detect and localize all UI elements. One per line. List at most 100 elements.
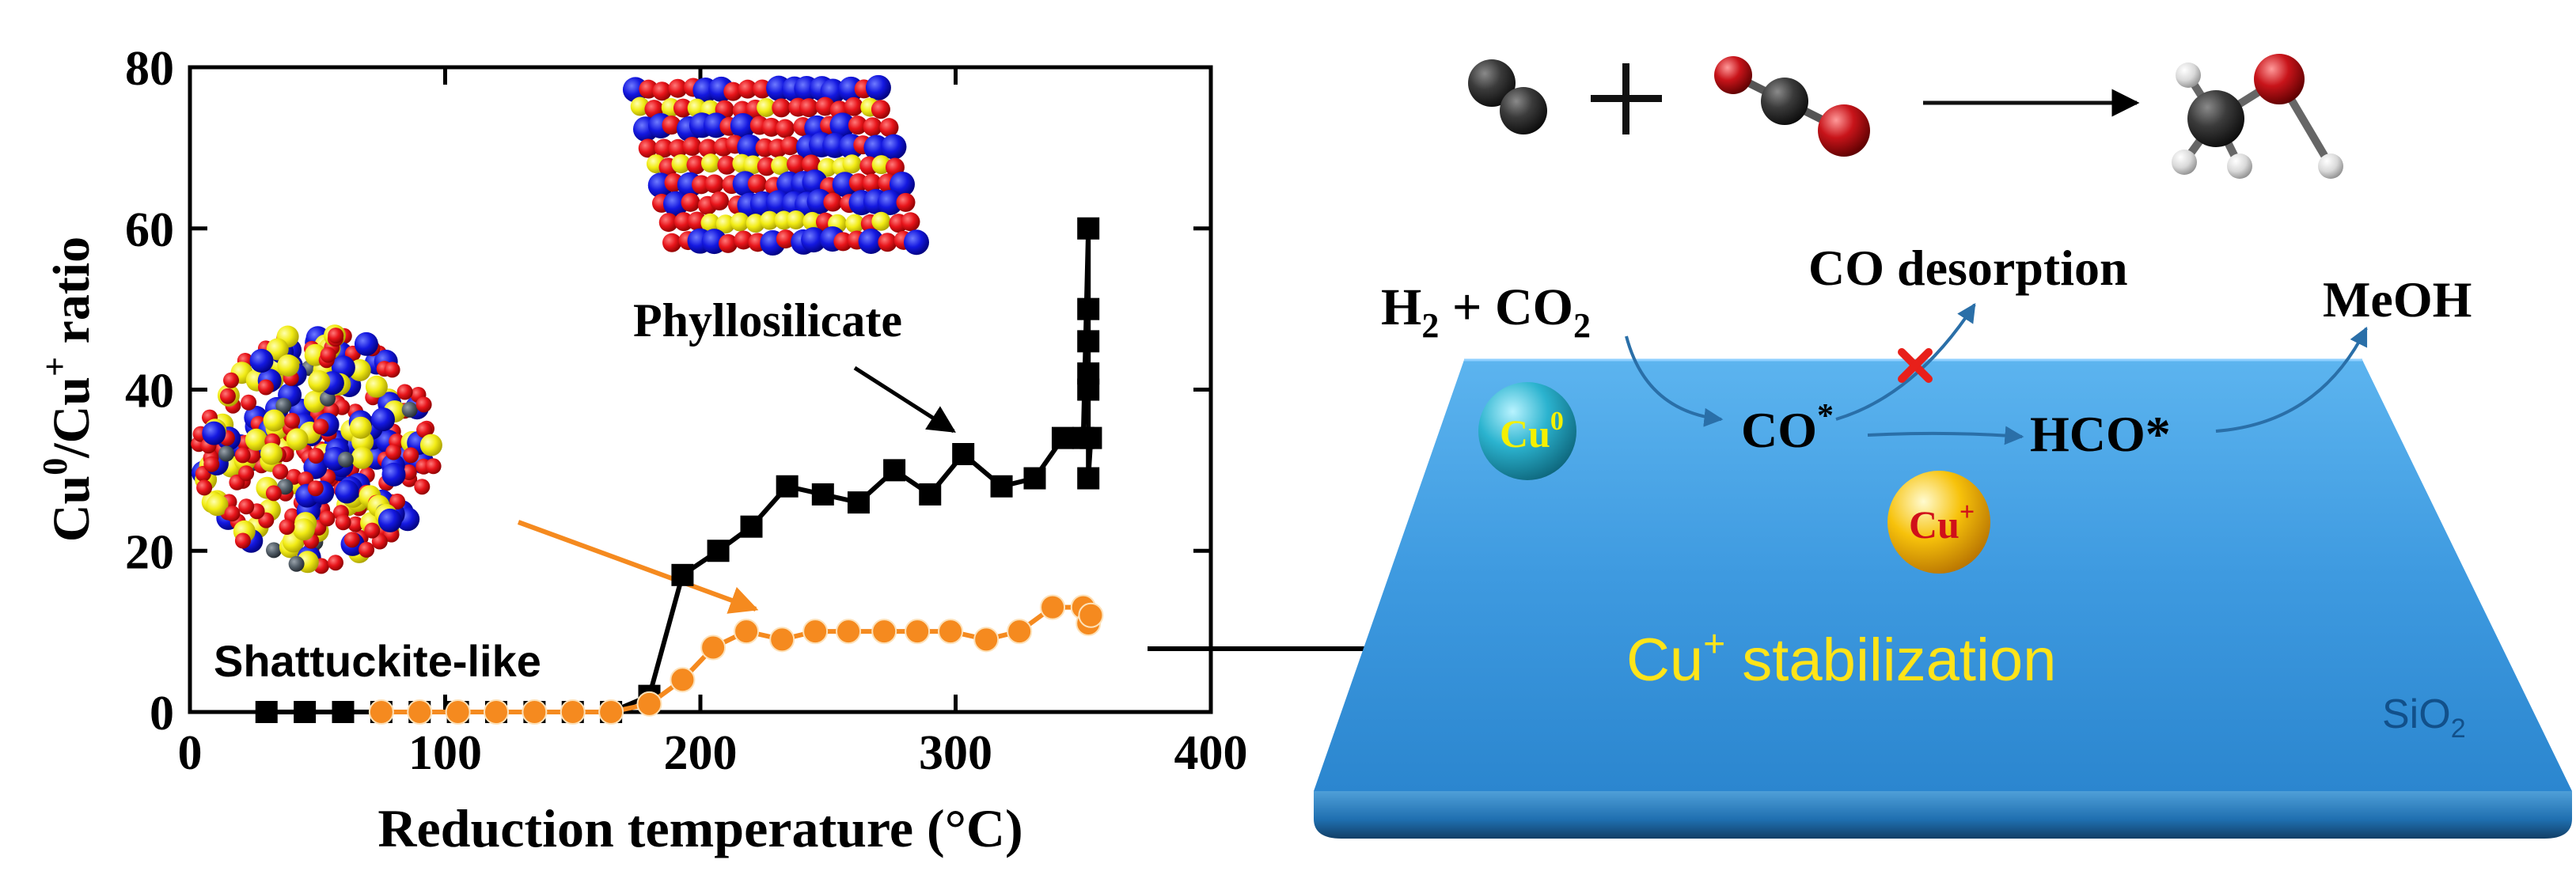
data-point bbox=[905, 619, 931, 645]
atom bbox=[349, 416, 372, 439]
atom bbox=[730, 112, 756, 138]
y-axis-ticks: 0 20 40 60 80 bbox=[125, 42, 1211, 740]
cuplus-text: Cu bbox=[1909, 502, 1960, 547]
atom bbox=[801, 154, 821, 174]
reaction-scheme: H2 + CO2 CO desorption MeOH CO* HCO* Cu0… bbox=[1314, 54, 2572, 839]
data-point bbox=[836, 619, 862, 645]
atom bbox=[879, 118, 899, 138]
atom bbox=[313, 418, 329, 435]
atom bbox=[842, 154, 862, 174]
atom bbox=[799, 98, 819, 118]
data-point bbox=[671, 563, 694, 586]
atom bbox=[630, 97, 650, 116]
atom bbox=[823, 192, 843, 212]
atom bbox=[224, 506, 241, 522]
atom bbox=[674, 212, 694, 232]
atom bbox=[245, 428, 267, 451]
data-point bbox=[1023, 467, 1046, 490]
data-point bbox=[1007, 619, 1033, 645]
atom bbox=[335, 479, 359, 504]
atom bbox=[786, 210, 806, 230]
atom bbox=[686, 155, 706, 175]
atom bbox=[347, 516, 364, 532]
atom bbox=[738, 79, 757, 99]
atom bbox=[385, 444, 402, 460]
series-layer bbox=[255, 217, 1104, 725]
svg-text:Cu0: Cu0 bbox=[1500, 407, 1564, 456]
atom bbox=[277, 354, 300, 377]
arrow-co-desorption bbox=[1835, 302, 1976, 421]
phyllosilicate-label: Phyllosilicate bbox=[633, 294, 902, 347]
atom bbox=[848, 116, 867, 135]
arrow-to-co-star bbox=[1625, 335, 1724, 427]
plus-sign bbox=[1591, 63, 1662, 134]
atom bbox=[638, 138, 658, 158]
data-point bbox=[1077, 467, 1100, 490]
shattuckite-label: Shattuckite-like bbox=[214, 636, 541, 686]
data-point bbox=[670, 667, 696, 693]
stab-text: stabilization bbox=[1725, 627, 2056, 694]
atom bbox=[658, 213, 678, 233]
atom bbox=[901, 212, 920, 232]
data-point bbox=[1040, 594, 1066, 620]
y-tick-label: 60 bbox=[125, 203, 174, 257]
atom bbox=[787, 154, 806, 174]
atom bbox=[266, 338, 289, 361]
cu-stabilization-label: Cu+ stabilization bbox=[1626, 623, 2056, 694]
atom bbox=[279, 519, 295, 535]
data-point bbox=[919, 483, 942, 506]
atom bbox=[384, 362, 400, 378]
reactant-co: + CO bbox=[1439, 278, 1573, 336]
atom bbox=[396, 384, 413, 400]
atom bbox=[878, 233, 897, 252]
atom bbox=[815, 97, 835, 116]
atom bbox=[219, 388, 236, 404]
atom bbox=[260, 442, 283, 465]
atom bbox=[844, 97, 863, 116]
atom bbox=[401, 401, 418, 418]
atom bbox=[771, 156, 791, 176]
atom bbox=[258, 379, 274, 396]
atom bbox=[662, 233, 682, 252]
atom bbox=[845, 214, 865, 233]
atom bbox=[234, 447, 251, 464]
reaction-flow-arrows bbox=[1625, 302, 2368, 445]
atom bbox=[715, 214, 735, 234]
atom bbox=[700, 213, 720, 233]
atom bbox=[700, 153, 720, 173]
atom bbox=[673, 98, 692, 118]
atom bbox=[704, 174, 724, 194]
y-axis-label: Cu0/Cu+ ratio bbox=[36, 237, 101, 542]
meoh-label: MeOH bbox=[2323, 271, 2472, 328]
cuplus-sup: + bbox=[1960, 498, 1975, 527]
co-star-text: CO bbox=[1741, 402, 1817, 458]
data-point bbox=[952, 443, 975, 465]
atom bbox=[371, 407, 395, 432]
atom bbox=[425, 458, 442, 475]
atom bbox=[652, 81, 672, 101]
atom bbox=[419, 434, 442, 456]
atom bbox=[881, 134, 907, 160]
atom bbox=[662, 116, 681, 135]
atom bbox=[730, 212, 749, 232]
data-point bbox=[990, 475, 1013, 498]
atom bbox=[863, 117, 882, 137]
phyllosilicate-arrow bbox=[853, 365, 956, 434]
atom bbox=[196, 479, 213, 496]
atom bbox=[284, 412, 301, 429]
atom bbox=[414, 479, 431, 495]
atom bbox=[772, 98, 791, 118]
data-point bbox=[707, 540, 730, 562]
atom bbox=[275, 397, 292, 414]
atom bbox=[241, 394, 257, 411]
y-label-sup-0: 0 bbox=[36, 458, 74, 475]
data-point bbox=[1077, 217, 1100, 240]
data-point bbox=[1079, 426, 1102, 449]
atom bbox=[415, 396, 432, 413]
y-tick-label: 20 bbox=[125, 525, 174, 579]
y-label-sup-plus: + bbox=[36, 357, 74, 377]
atom bbox=[862, 173, 882, 193]
arrow-to-meoh bbox=[2215, 326, 2368, 433]
atom bbox=[780, 136, 800, 156]
shattuckite-arrow bbox=[517, 520, 759, 614]
